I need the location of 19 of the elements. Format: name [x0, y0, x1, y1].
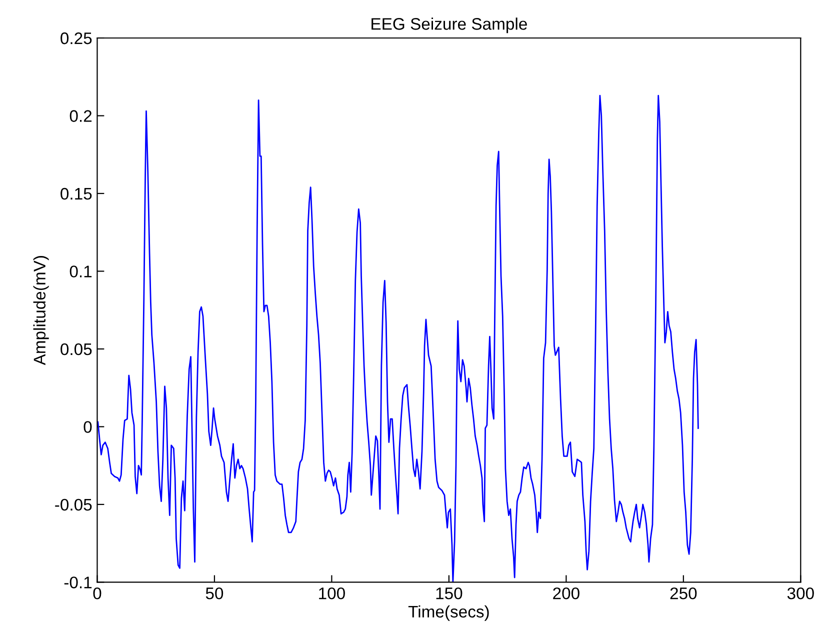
- y-tick-label: -0.1: [64, 576, 92, 588]
- x-tick-label: 150: [436, 587, 462, 600]
- chart-title: EEG Seizure Sample: [372, 18, 527, 34]
- x-tick-label: 50: [206, 587, 224, 600]
- y-tick-label: 0.25: [60, 32, 92, 44]
- y-tick-label: 0.2: [70, 110, 92, 122]
- y-tick-label: 0.05: [60, 343, 92, 356]
- x-tick-label: 250: [670, 587, 697, 600]
- y-tick-label: 0.15: [60, 188, 92, 200]
- line-series: [97, 94, 699, 582]
- x-tick-label: 300: [787, 587, 814, 600]
- y-tick-label: 0: [84, 421, 92, 433]
- y-axis-title: Amplitude(mV): [33, 256, 49, 366]
- x-tick-label: 100: [319, 587, 345, 600]
- y-tick-label: 0.1: [70, 266, 92, 278]
- y-tick-label: -0.05: [55, 498, 92, 511]
- x-tick-label: 0: [93, 587, 102, 600]
- x-axis-title: Time(secs): [408, 605, 489, 621]
- x-tick-label: 200: [553, 587, 580, 600]
